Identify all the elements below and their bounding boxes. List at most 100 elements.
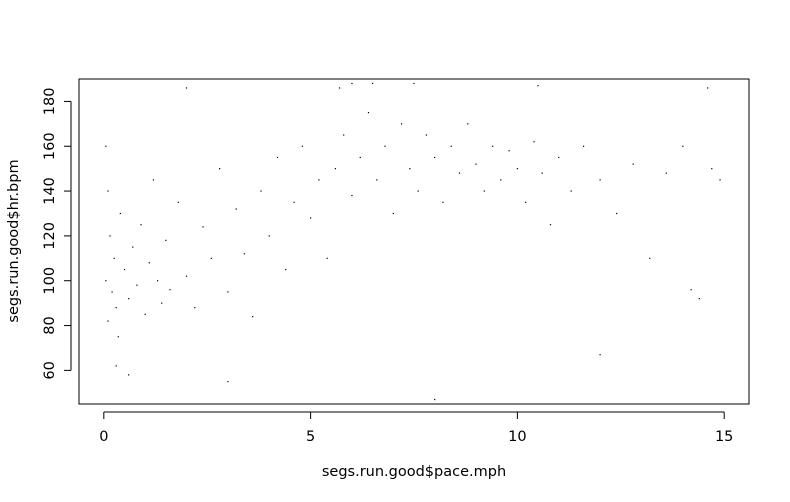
data-point xyxy=(194,307,196,309)
data-point xyxy=(425,134,428,136)
data-point xyxy=(549,224,552,226)
data-point xyxy=(450,145,452,147)
data-point xyxy=(632,163,634,165)
data-point xyxy=(117,336,119,338)
x-axis: 0 5 10 15 xyxy=(99,411,733,445)
y-tick-label: 120 xyxy=(42,222,58,250)
data-point xyxy=(210,257,212,259)
data-point xyxy=(711,168,713,170)
data-point xyxy=(334,168,337,170)
data-point xyxy=(128,374,130,376)
x-tick-label: 10 xyxy=(508,429,526,445)
data-point xyxy=(107,190,109,192)
data-point xyxy=(243,253,246,255)
data-point xyxy=(483,190,485,192)
data-point xyxy=(115,365,117,367)
data-point xyxy=(558,156,560,159)
data-point xyxy=(185,87,188,89)
data-point xyxy=(268,235,270,237)
data-point xyxy=(140,224,142,226)
y-tick-label: 100 xyxy=(42,267,58,295)
data-point xyxy=(541,172,543,174)
plot-frame xyxy=(78,78,750,405)
data-point xyxy=(177,201,179,203)
data-point xyxy=(310,217,312,219)
data-point xyxy=(235,208,237,210)
data-point xyxy=(227,380,229,383)
data-point xyxy=(326,257,328,259)
data-point xyxy=(252,315,254,318)
data-point xyxy=(400,123,403,125)
data-point xyxy=(458,172,461,174)
data-point xyxy=(682,145,684,147)
data-point xyxy=(285,268,287,271)
data-point xyxy=(152,179,155,181)
data-point xyxy=(533,141,535,143)
data-point xyxy=(384,145,386,147)
data-point xyxy=(376,179,378,181)
data-point xyxy=(719,179,721,181)
data-point xyxy=(260,190,262,192)
data-point xyxy=(128,298,130,300)
x-tick-label: 15 xyxy=(715,429,733,445)
data-point xyxy=(442,201,444,203)
data-point xyxy=(665,172,667,174)
data-point xyxy=(165,239,167,241)
y-tick-label: 140 xyxy=(42,177,58,205)
data-point xyxy=(359,156,361,159)
data-point xyxy=(508,150,510,152)
data-point xyxy=(161,302,163,304)
data-point xyxy=(148,262,150,264)
data-point xyxy=(343,134,345,136)
data-point xyxy=(525,201,527,203)
data-point xyxy=(413,82,415,85)
data-point xyxy=(690,289,692,291)
data-point xyxy=(367,112,370,114)
data-point xyxy=(185,275,188,277)
data-point xyxy=(537,85,539,87)
y-tick-label: 80 xyxy=(42,316,58,334)
data-point xyxy=(434,156,436,159)
data-point xyxy=(123,268,126,271)
data-point xyxy=(105,280,107,282)
data-point xyxy=(599,179,601,181)
x-axis-label: segs.run.good$pace.mph xyxy=(322,464,506,480)
data-point xyxy=(119,212,121,215)
data-point xyxy=(132,246,134,248)
data-point xyxy=(107,320,109,322)
y-axis-label: segs.run.good$hr.bpm xyxy=(6,159,22,322)
data-point xyxy=(111,291,113,293)
data-point xyxy=(698,298,700,300)
data-point xyxy=(707,87,709,89)
data-point xyxy=(582,145,585,147)
x-tick-label: 5 xyxy=(306,429,315,445)
data-point xyxy=(351,82,353,85)
data-point xyxy=(136,284,138,286)
data-point xyxy=(276,156,279,159)
y-tick-label: 60 xyxy=(42,361,58,379)
data-point xyxy=(115,307,117,309)
data-point xyxy=(616,212,618,215)
data-point xyxy=(351,194,353,197)
data-point xyxy=(227,291,229,293)
data-point xyxy=(338,87,341,89)
data-point xyxy=(649,257,651,259)
data-point xyxy=(202,226,204,228)
data-point xyxy=(475,163,477,165)
scatter-points xyxy=(105,82,721,401)
data-point xyxy=(156,280,159,282)
data-point xyxy=(301,145,303,147)
data-point xyxy=(109,235,111,237)
data-point xyxy=(467,123,469,125)
data-point xyxy=(105,145,107,147)
data-point xyxy=(113,257,115,259)
data-point xyxy=(417,190,419,192)
data-point xyxy=(491,145,494,147)
y-tick-label: 180 xyxy=(42,88,58,116)
data-point xyxy=(372,82,374,85)
data-point xyxy=(144,313,146,315)
data-point xyxy=(599,354,601,356)
data-point xyxy=(516,168,518,170)
y-tick-label: 160 xyxy=(42,132,58,160)
